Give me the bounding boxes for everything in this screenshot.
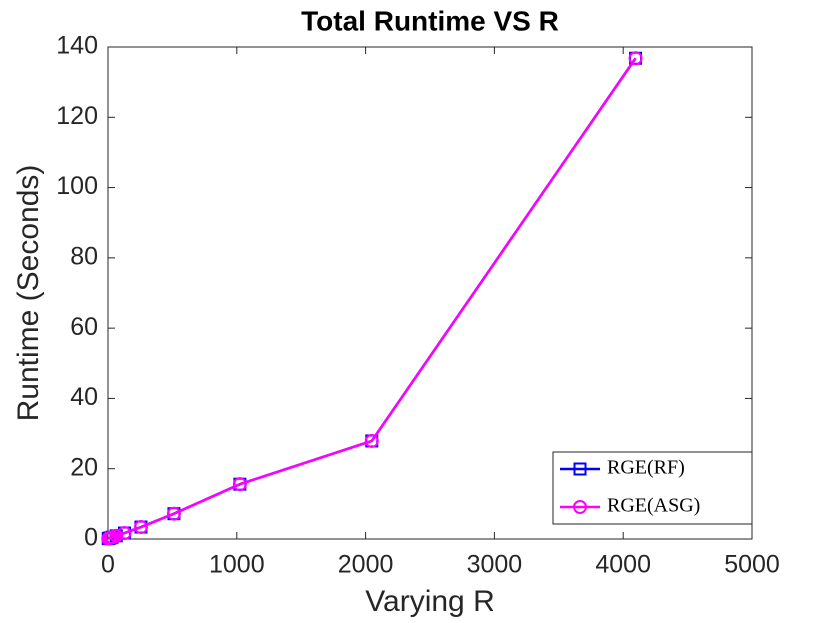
x-tick-label: 4000 bbox=[595, 551, 651, 579]
legend-label: RGE(ASG) bbox=[607, 495, 700, 517]
y-tick-label: 40 bbox=[70, 383, 98, 411]
marker bbox=[117, 526, 132, 541]
y-tick-label: 0 bbox=[84, 524, 98, 552]
x-tick-label: 1000 bbox=[209, 551, 265, 579]
x-tick-label: 5000 bbox=[724, 551, 780, 579]
y-tick-label: 100 bbox=[56, 172, 98, 200]
x-tick-label: 3000 bbox=[467, 551, 523, 579]
y-tick-label: 20 bbox=[70, 453, 98, 481]
marker bbox=[232, 477, 247, 492]
legend-marker bbox=[573, 500, 587, 514]
y-tick-label: 140 bbox=[56, 32, 98, 60]
series-line bbox=[107, 57, 637, 540]
marker bbox=[364, 433, 379, 448]
y-axis-label: Runtime (Seconds) bbox=[12, 165, 45, 422]
legend-label: RGE(RF) bbox=[607, 457, 685, 479]
y-tick-label: 120 bbox=[56, 102, 98, 130]
x-tick-label: 2000 bbox=[338, 551, 394, 579]
marker bbox=[133, 520, 148, 535]
marker bbox=[628, 51, 643, 66]
x-axis-label: Varying R bbox=[365, 585, 495, 618]
x-tick-label: 0 bbox=[101, 551, 115, 579]
y-tick-label: 60 bbox=[70, 313, 98, 341]
marker bbox=[166, 506, 181, 521]
legend-marker bbox=[573, 462, 587, 476]
chart-title: Total Runtime VS R bbox=[301, 5, 559, 36]
legend: RGE(RF) RGE(ASG) bbox=[552, 451, 753, 525]
marker bbox=[109, 528, 124, 543]
y-tick-label: 80 bbox=[70, 242, 98, 270]
